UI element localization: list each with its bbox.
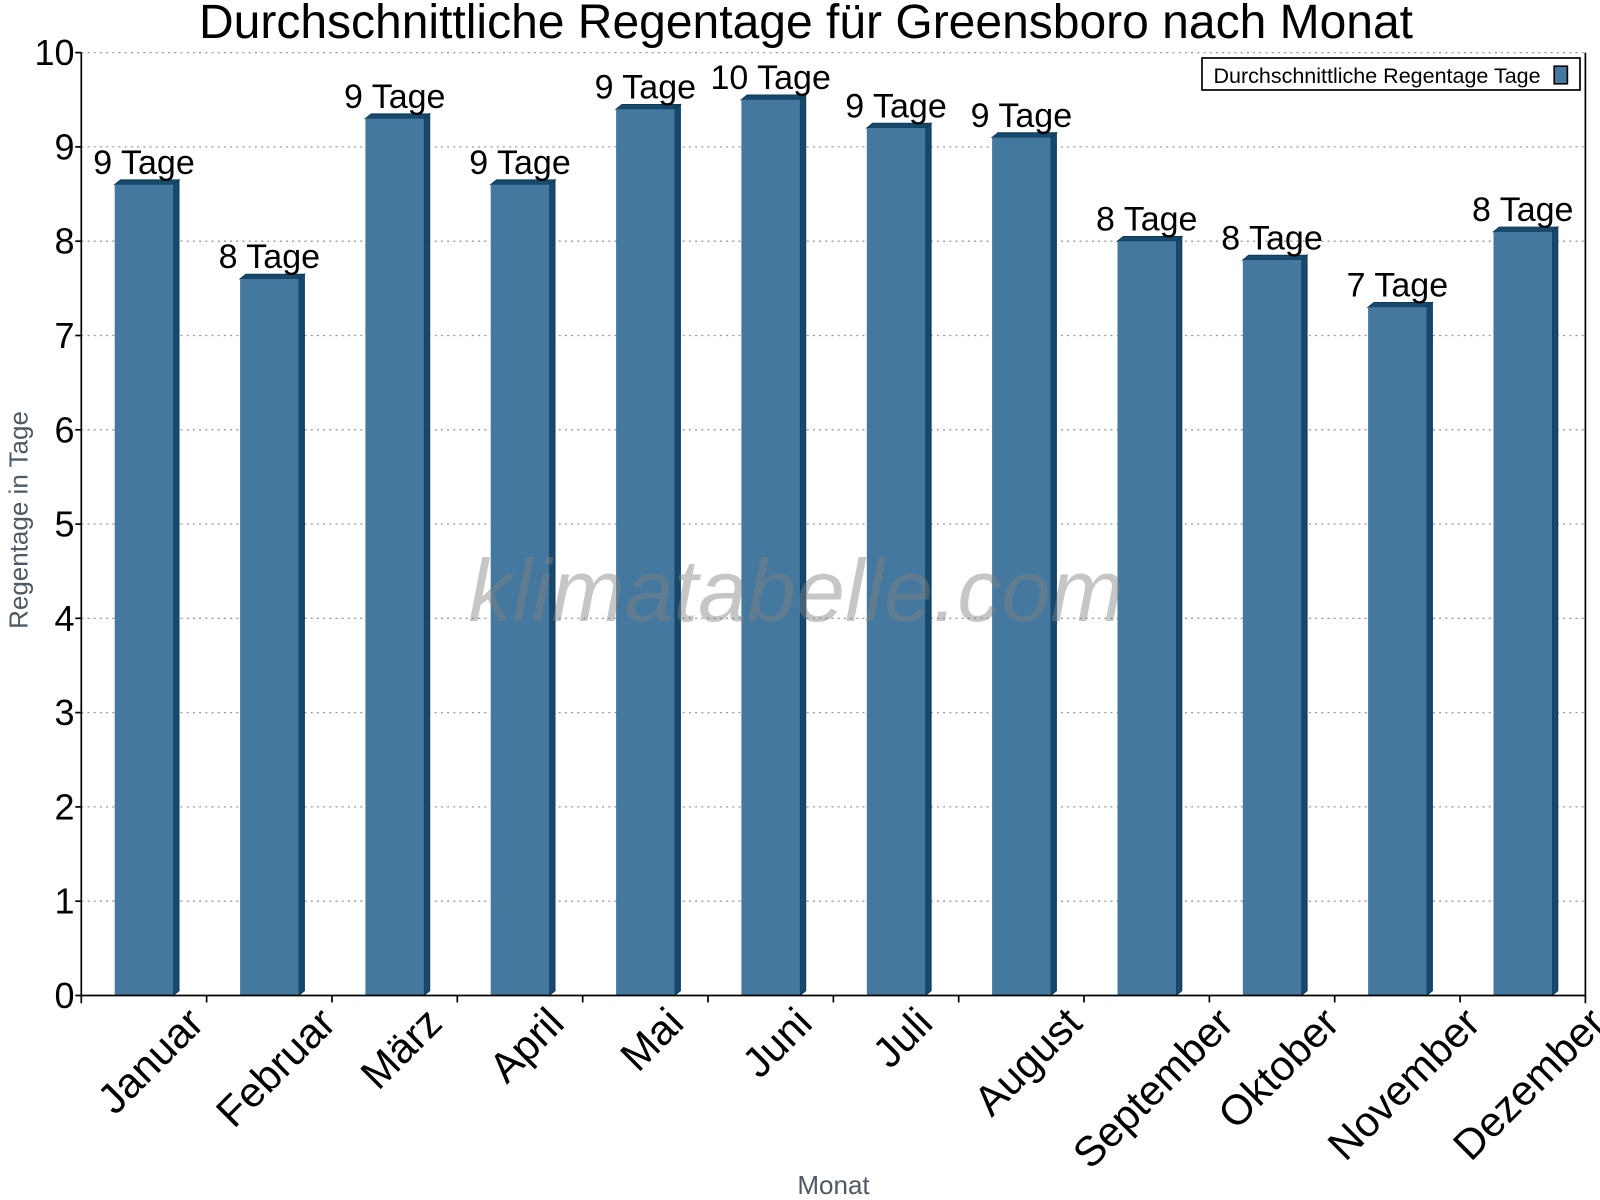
svg-text:8 Tage: 8 Tage	[1221, 219, 1322, 257]
svg-text:9 Tage: 9 Tage	[469, 144, 570, 182]
svg-text:9 Tage: 9 Tage	[344, 78, 445, 116]
svg-text:3: 3	[54, 692, 74, 733]
svg-text:8 Tage: 8 Tage	[219, 238, 320, 276]
svg-text:klimatabelle.com: klimatabelle.com	[468, 541, 1123, 640]
svg-text:Regentage in Tage: Regentage in Tage	[4, 411, 34, 629]
svg-text:4: 4	[54, 598, 74, 639]
svg-text:10 Tage: 10 Tage	[711, 59, 831, 97]
svg-text:Monat: Monat	[797, 1170, 870, 1200]
svg-text:Mai: Mai	[611, 999, 692, 1080]
svg-text:Februar: Februar	[207, 999, 344, 1136]
svg-text:Juni: Juni	[733, 999, 821, 1087]
svg-text:9 Tage: 9 Tage	[971, 97, 1072, 135]
svg-text:9 Tage: 9 Tage	[845, 87, 946, 125]
svg-text:10: 10	[34, 32, 74, 73]
svg-text:März: März	[351, 999, 450, 1098]
svg-text:7 Tage: 7 Tage	[1347, 267, 1448, 305]
svg-text:Durchschnittliche Regentage fü: Durchschnittliche Regentage für Greensbo…	[199, 0, 1413, 49]
svg-text:0: 0	[54, 975, 74, 1016]
svg-text:Durchschnittliche Regentage Ta: Durchschnittliche Regentage Tage	[1214, 64, 1541, 88]
svg-text:1: 1	[54, 881, 74, 922]
svg-text:9: 9	[54, 126, 74, 167]
svg-text:April: April	[480, 999, 573, 1092]
svg-text:5: 5	[54, 504, 74, 545]
svg-text:August: August	[965, 998, 1091, 1124]
svg-text:Januar: Januar	[88, 999, 212, 1123]
svg-text:9 Tage: 9 Tage	[93, 144, 194, 182]
svg-text:8: 8	[54, 221, 74, 262]
svg-text:6: 6	[54, 409, 74, 450]
svg-text:Juli: Juli	[863, 999, 941, 1077]
svg-text:9 Tage: 9 Tage	[595, 69, 696, 107]
svg-text:September: September	[1064, 999, 1243, 1178]
svg-text:8 Tage: 8 Tage	[1096, 201, 1197, 239]
svg-text:8 Tage: 8 Tage	[1472, 191, 1573, 229]
svg-text:2: 2	[54, 786, 74, 827]
svg-text:7: 7	[54, 315, 74, 356]
